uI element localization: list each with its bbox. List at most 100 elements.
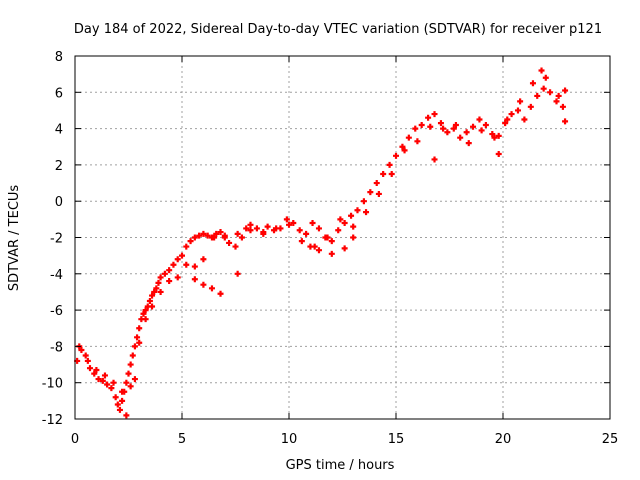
x-tick-label: 15: [388, 432, 405, 447]
data-point: [136, 325, 143, 332]
data-point: [116, 406, 123, 413]
data-point: [125, 370, 132, 377]
data-point: [183, 261, 190, 268]
data-point: [328, 250, 335, 257]
data-point: [200, 256, 207, 263]
data-point: [191, 263, 198, 270]
data-point: [367, 189, 374, 196]
data-point: [527, 103, 534, 110]
data-point: [142, 307, 149, 314]
data-point: [538, 67, 545, 74]
data-point: [166, 278, 173, 285]
data-point: [78, 347, 85, 354]
data-point: [142, 316, 149, 323]
data-point: [547, 89, 554, 96]
y-tick-label: -6: [50, 304, 63, 319]
data-point: [174, 274, 181, 281]
data-point: [179, 252, 185, 259]
data-point: [157, 288, 164, 295]
data-point: [247, 221, 254, 228]
data-point: [114, 401, 121, 408]
data-point: [303, 230, 310, 237]
data-point: [348, 212, 355, 219]
data-point: [200, 230, 207, 237]
data-point: [108, 385, 115, 392]
data-point: [99, 377, 106, 384]
data-point: [84, 357, 91, 364]
data-point: [290, 219, 297, 226]
data-point: [476, 116, 483, 123]
data-point: [110, 379, 117, 386]
data-point: [155, 279, 162, 286]
data-point: [127, 361, 134, 368]
data-point: [386, 161, 393, 168]
data-point: [427, 123, 434, 130]
data-point: [286, 221, 292, 228]
data-point: [482, 121, 489, 128]
data-point: [234, 230, 241, 237]
data-point: [187, 238, 194, 245]
data-point: [553, 98, 560, 105]
data-point: [243, 225, 250, 232]
data-point: [238, 234, 245, 241]
data-point: [328, 238, 335, 245]
data-point: [166, 267, 173, 274]
data-point: [260, 230, 267, 237]
y-tick-label: 6: [55, 86, 63, 101]
data-point: [112, 394, 119, 401]
data-point: [463, 129, 470, 136]
data-point: [82, 352, 89, 359]
data-point: [131, 343, 138, 350]
data-point: [221, 232, 228, 239]
y-tick-label: -12: [42, 413, 63, 428]
data-point: [149, 303, 156, 310]
data-point: [504, 116, 511, 123]
data-point: [412, 125, 419, 132]
data-point: [161, 270, 168, 277]
y-tick-label: 4: [55, 123, 63, 138]
data-point: [298, 238, 305, 245]
data-point: [529, 80, 536, 87]
y-tick-labels: -12 -10 -8 -6 -4 -2 0 2 4 6 8: [42, 50, 63, 428]
data-point: [93, 366, 100, 373]
data-point: [131, 376, 138, 383]
data-point: [213, 230, 220, 237]
data-point: [465, 140, 472, 147]
x-tick-label: 20: [495, 432, 512, 447]
data-point: [470, 123, 477, 130]
data-point: [123, 412, 130, 419]
data-point: [211, 234, 218, 241]
data-point: [129, 352, 136, 359]
data-point: [450, 125, 457, 132]
data-point: [335, 227, 342, 234]
data-point: [375, 190, 382, 197]
y-axis-title: SDTVAR / TECUs: [7, 185, 22, 292]
x-tick-label: 0: [71, 432, 79, 447]
data-point: [350, 234, 357, 241]
data-point: [119, 388, 126, 395]
data-point: [444, 129, 451, 136]
data-point: [437, 120, 444, 127]
data-point: [489, 131, 496, 138]
data-point: [104, 381, 111, 388]
data-point: [296, 227, 303, 234]
data-point: [157, 274, 164, 281]
data-point: [91, 370, 98, 377]
data-point: [283, 216, 290, 223]
data-point: [363, 209, 370, 216]
data-point: [478, 127, 485, 134]
data-point: [315, 247, 322, 254]
data-point: [341, 219, 348, 226]
x-tick-label: 25: [602, 432, 619, 447]
data-point: [431, 111, 438, 118]
data-point: [517, 98, 524, 105]
data-point: [140, 310, 147, 317]
data-point: [151, 288, 158, 295]
data-point: [119, 397, 126, 404]
data-point: [373, 180, 380, 187]
data-point: [534, 92, 541, 99]
x-tick-label: 5: [178, 432, 186, 447]
x-tick-label: 10: [281, 432, 298, 447]
data-point: [399, 143, 406, 150]
